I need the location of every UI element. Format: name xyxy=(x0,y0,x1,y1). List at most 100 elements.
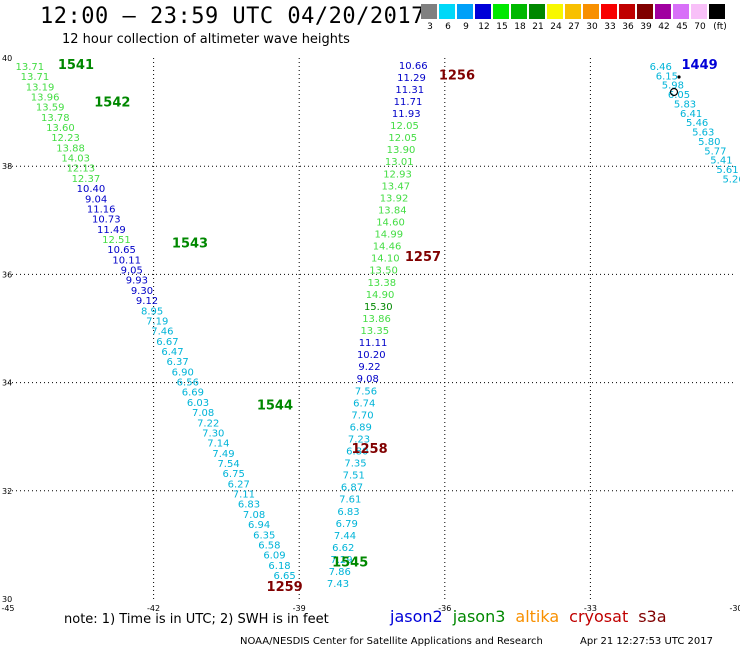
wave-height-value: 13.19 xyxy=(26,82,55,93)
pass-number-label: 1541 xyxy=(58,58,94,73)
wave-height-value: 7.08 xyxy=(243,510,265,521)
wave-height-value: 9.22 xyxy=(358,362,380,373)
wave-height-value: 7.14 xyxy=(207,439,229,450)
wave-height-value: 7.70 xyxy=(351,410,373,421)
wave-height-value: 11.93 xyxy=(392,109,421,120)
latitude-tick-label: 40 xyxy=(2,54,12,63)
wave-height-value: 6.03 xyxy=(187,398,209,409)
wave-height-value: 13.59 xyxy=(36,103,65,114)
wave-height-value: 6.67 xyxy=(156,337,178,348)
wave-height-value: 9.30 xyxy=(131,286,153,297)
track-marker xyxy=(669,75,681,97)
wave-height-value: 6.46 xyxy=(650,62,672,73)
latitude-tick-label: 36 xyxy=(2,270,12,279)
wave-height-value: 7.23 xyxy=(348,434,370,445)
wave-height-value: 13.60 xyxy=(46,123,75,134)
color-swatch xyxy=(673,4,690,19)
wave-height-value: 11.29 xyxy=(397,73,426,84)
color-swatch-label: 42 xyxy=(658,22,670,32)
wave-height-value: 13.38 xyxy=(367,278,396,289)
color-swatch-label: 33 xyxy=(604,22,616,32)
color-swatch xyxy=(421,4,438,19)
wave-height-value: 11.49 xyxy=(97,225,126,236)
wave-height-value: 6.75 xyxy=(223,469,245,480)
wave-height-value: 10.65 xyxy=(107,245,136,256)
wave-height-value: 5.41 xyxy=(710,156,732,167)
wave-height-value: 13.84 xyxy=(378,205,407,216)
wave-height-value: 13.90 xyxy=(387,145,416,156)
page-title: 12:00 – 23:59 UTC 04/20/2017 xyxy=(40,4,425,29)
color-swatch-label: 6 xyxy=(445,22,451,32)
satellite-legend-item: jason3 xyxy=(452,607,506,626)
color-swatch-label: 9 xyxy=(463,22,469,32)
wave-height-value: 6.74 xyxy=(353,398,375,409)
wave-height-value: 7.35 xyxy=(344,459,366,470)
color-swatch xyxy=(619,4,636,19)
wave-height-value: 9.12 xyxy=(136,296,158,307)
map-grid xyxy=(8,58,736,599)
latitude-tick-label: 38 xyxy=(2,162,12,171)
wave-height-value: 11.71 xyxy=(394,97,423,108)
wave-height-value: 6.62 xyxy=(332,543,354,554)
pass-number-label: 1544 xyxy=(257,399,293,414)
track-1256: 10.6611.2911.3111.7111.9312.0512.0513.90… xyxy=(327,61,428,590)
wave-height-value: 11.31 xyxy=(395,85,424,96)
wave-height-value: 6.56 xyxy=(177,378,199,389)
color-swatch xyxy=(475,4,492,19)
pass-number-label: 1259 xyxy=(267,580,303,595)
wave-height-value: 6.79 xyxy=(336,519,358,530)
pass-number-label: 1449 xyxy=(682,58,718,73)
wave-height-value: 9.04 xyxy=(85,194,107,205)
satellite-tracks: 13.7113.7113.1913.9613.5913.7813.6012.23… xyxy=(16,61,740,590)
wave-height-value: 15.30 xyxy=(364,302,393,313)
wave-height-value: 12.23 xyxy=(51,133,80,144)
longitude-tick-label: -45 xyxy=(1,604,14,613)
color-swatch xyxy=(637,4,654,19)
pass-number-label: 1543 xyxy=(172,236,208,251)
color-swatch-label: 27 xyxy=(568,22,580,32)
footer-timestamp: Apr 21 12:27:53 UTC 2017 xyxy=(580,636,713,647)
latitude-tick-label: 30 xyxy=(2,595,12,604)
wave-height-value: 6.83 xyxy=(337,507,359,518)
color-swatch xyxy=(529,4,546,19)
wave-height-value: 6.90 xyxy=(172,367,194,378)
color-swatch xyxy=(691,4,708,19)
wave-height-value: 9.08 xyxy=(357,374,379,385)
wave-height-value: 7.56 xyxy=(355,386,377,397)
pass-number-label: 1257 xyxy=(405,250,441,265)
wave-height-value: 6.41 xyxy=(680,109,702,120)
wave-height-value: 7.49 xyxy=(212,449,234,460)
color-swatch xyxy=(565,4,582,19)
wave-height-value: 7.19 xyxy=(146,316,168,327)
wave-height-value: 6.87 xyxy=(341,483,363,494)
color-swatch xyxy=(457,4,474,19)
satellite-legend-item: cryosat xyxy=(569,607,629,626)
wave-height-value: 13.50 xyxy=(369,266,398,277)
longitude-tick-label: -42 xyxy=(147,604,160,613)
latitude-tick-label: 32 xyxy=(2,487,12,496)
wave-height-value: 5.26 xyxy=(722,174,740,185)
wave-height-value: 14.99 xyxy=(374,230,403,241)
color-swatch xyxy=(709,4,726,19)
wave-height-value: 7.11 xyxy=(233,490,255,501)
wave-height-value: 7.08 xyxy=(192,408,214,419)
satellite-legend: jason2 jason3 altika cryosat s3a xyxy=(390,607,677,626)
color-swatch-label: 24 xyxy=(550,22,562,32)
wave-height-value: 6.89 xyxy=(350,422,372,433)
wave-height-value: 7.44 xyxy=(334,531,356,542)
longitude-tick-label: -33 xyxy=(584,604,597,613)
wave-height-value: 7.43 xyxy=(327,579,349,590)
pass-number-label: 1258 xyxy=(351,442,387,457)
track-1541: 13.7113.7113.1913.9613.5913.7813.6012.23… xyxy=(16,62,296,582)
wave-height-value: 13.92 xyxy=(380,193,409,204)
wave-height-value: 9.93 xyxy=(126,276,148,287)
pass-number-label: 1545 xyxy=(332,556,368,571)
wave-height-value: 7.61 xyxy=(339,495,361,506)
wave-height-value: 7.86 xyxy=(329,567,351,578)
pass-labels: 1541 1542 1543 1544 1545 1256 1257 1258 1259 1449 xyxy=(58,58,718,595)
color-swatch xyxy=(601,4,618,19)
wave-height-value: 9.05 xyxy=(121,266,143,277)
wave-height-value: 12.13 xyxy=(66,164,95,175)
wave-height-value: 7.46 xyxy=(151,327,173,338)
